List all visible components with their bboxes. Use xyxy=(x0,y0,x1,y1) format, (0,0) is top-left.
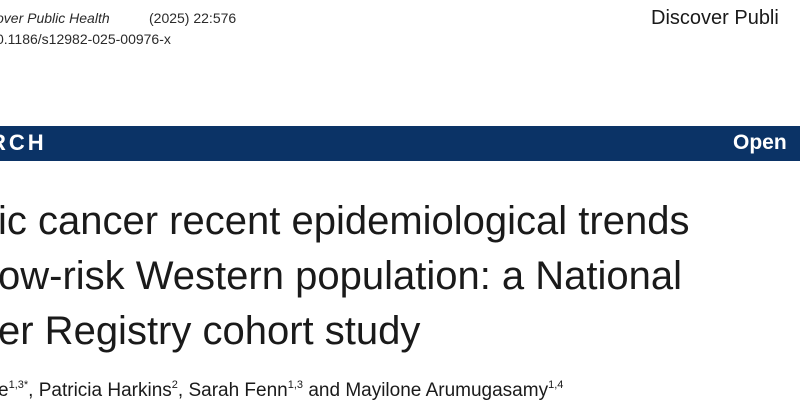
author-list: e1,3*, Patricia Harkins2, Sarah Fenn1,3 … xyxy=(0,372,563,404)
author-4-affiliation: 1,4 xyxy=(548,379,564,391)
journal-citation: over Public Health xyxy=(0,10,110,26)
title-line-2: ow-risk Western population: a National xyxy=(0,254,683,298)
article-title: ic cancer recent epidemiological trends … xyxy=(0,194,689,359)
title-line-3: er Registry cohort study xyxy=(0,309,421,353)
author-3-affiliation: 1,3 xyxy=(287,379,304,391)
author-1-name[interactable]: e xyxy=(0,380,9,401)
author-separator: and xyxy=(303,380,346,401)
title-line-1: ic cancer recent epidemiological trends xyxy=(0,199,690,243)
volume-issue: (2025) 22:576 xyxy=(149,10,237,26)
author-separator: , xyxy=(177,380,189,401)
author-2-name[interactable]: Patricia Harkins xyxy=(38,380,172,401)
author-3-name[interactable]: Sarah Fenn xyxy=(188,380,288,401)
article-banner: RCH Open xyxy=(0,126,800,161)
author-1-affiliation: 1,3* xyxy=(8,379,29,391)
author-separator: , xyxy=(28,380,39,401)
doi-link[interactable]: 0.1186/s12982-025-00976-x xyxy=(0,31,171,47)
author-2-affiliation: 2 xyxy=(171,379,178,391)
article-type-label: RCH xyxy=(0,130,47,155)
journal-brand: Discover Publi xyxy=(651,7,779,29)
author-4-name[interactable]: Mayilone Arumugasamy xyxy=(345,380,549,401)
open-access-label: Open xyxy=(733,131,787,154)
